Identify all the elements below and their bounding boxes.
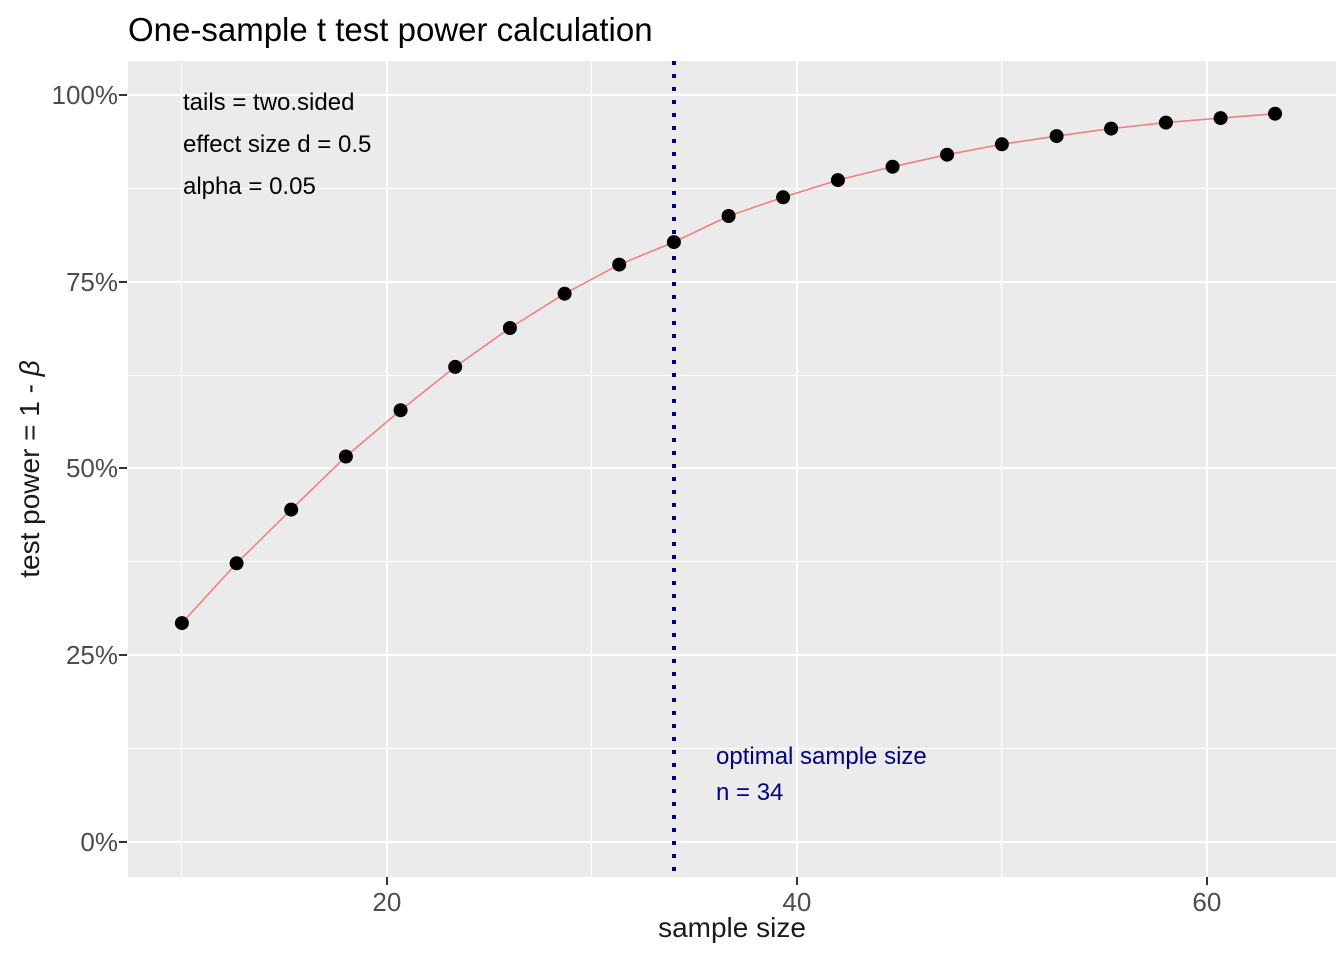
- data-point: [1158, 115, 1173, 130]
- y-minor-gridline: [128, 748, 1336, 750]
- annotation-effect-size: effect size d = 0.5: [183, 131, 372, 158]
- y-tick-mark: [119, 280, 127, 283]
- power-curve: [174, 106, 1283, 631]
- data-point: [502, 321, 517, 335]
- data-point: [557, 286, 572, 301]
- data-point: [830, 173, 845, 188]
- data-point: [1049, 129, 1064, 144]
- y-minor-gridline: [128, 187, 1336, 189]
- data-point: [612, 257, 627, 272]
- y-tick-label: 25%: [65, 640, 118, 671]
- y-major-gridline: [128, 654, 1336, 657]
- x-tick-label: 40: [782, 887, 812, 917]
- y-tick-mark: [119, 467, 127, 470]
- y-major-gridline: [128, 467, 1336, 470]
- x-tick-mark: [795, 877, 798, 885]
- y-major-gridline: [128, 93, 1336, 96]
- x-major-gridline: [795, 61, 798, 877]
- data-point: [338, 449, 353, 464]
- optimal-n-vline: [671, 61, 676, 877]
- plot-panel: tails = two.sided effect size d = 0.5 al…: [128, 61, 1336, 877]
- data-point: [721, 209, 736, 223]
- data-point: [229, 556, 244, 571]
- y-tick-label: 50%: [65, 453, 118, 484]
- data-point: [448, 359, 463, 374]
- annotation-tails: tails = two.sided: [183, 89, 355, 116]
- y-tick-mark: [119, 93, 127, 96]
- y-tick-label: 0%: [80, 826, 118, 857]
- x-tick-mark: [385, 877, 388, 885]
- annotation-optimal-n-value: n = 34: [716, 779, 784, 806]
- data-point: [174, 616, 189, 631]
- data-point: [1213, 111, 1228, 126]
- x-tick-label: 20: [372, 887, 402, 917]
- data-point: [885, 159, 900, 174]
- data-point: [940, 147, 955, 162]
- data-point: [776, 190, 791, 205]
- data-point: [666, 235, 681, 250]
- x-major-gridline: [385, 61, 388, 877]
- data-point: [1268, 106, 1283, 121]
- beta-symbol: β: [14, 360, 45, 377]
- y-tick-label: 75%: [65, 266, 118, 297]
- data-point: [284, 502, 299, 517]
- x-major-gridline: [1205, 61, 1208, 877]
- y-minor-gridline: [128, 374, 1336, 376]
- annotation-alpha: alpha = 0.05: [183, 173, 316, 200]
- y-major-gridline: [128, 840, 1336, 843]
- data-point: [393, 403, 408, 418]
- y-major-gridline: [128, 280, 1336, 283]
- x-tick-label: 60: [1192, 887, 1222, 917]
- y-tick-label: 100%: [51, 79, 119, 110]
- annotation-optimal-sample-size: optimal sample size: [716, 743, 927, 770]
- data-point: [1104, 121, 1119, 136]
- y-tick-mark: [119, 840, 127, 843]
- plot-title: One-sample t test power calculation: [128, 11, 653, 48]
- data-point: [994, 137, 1009, 152]
- x-tick-mark: [1205, 877, 1208, 885]
- x-axis-title: sample size: [658, 912, 806, 943]
- y-minor-gridline: [128, 561, 1336, 563]
- y-tick-mark: [119, 654, 127, 657]
- power-curve-line: [181, 112, 1276, 624]
